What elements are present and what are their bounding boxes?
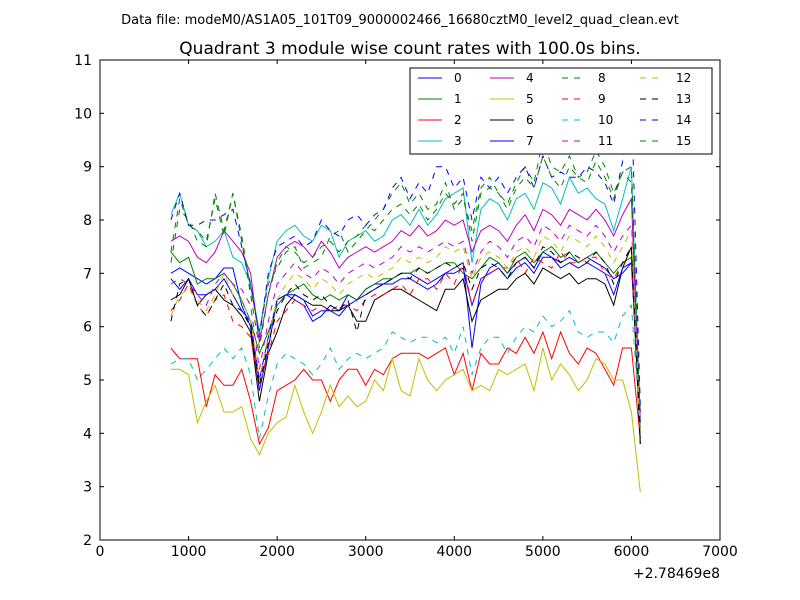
series-line-4 <box>170 196 641 429</box>
legend-label-7: 7 <box>526 134 534 148</box>
legend-label-4: 4 <box>526 71 534 85</box>
y-tick-label: 5 <box>83 373 92 389</box>
x-tick-label: 7000 <box>702 544 738 560</box>
x-offset-label: +2.78469e8 <box>633 566 720 582</box>
series-line-1 <box>170 246 641 439</box>
y-tick-label: 11 <box>74 53 92 69</box>
legend-label-11: 11 <box>598 134 613 148</box>
series-line-15 <box>170 154 641 418</box>
legend-label-14: 14 <box>676 113 691 127</box>
series-line-11 <box>170 223 641 423</box>
legend-label-6: 6 <box>526 113 534 127</box>
series-layer <box>170 97 641 493</box>
y-tick-label: 10 <box>74 106 92 122</box>
x-tick-label: 1000 <box>171 544 207 560</box>
series-line-0 <box>170 251 641 413</box>
legend-label-5: 5 <box>526 92 534 106</box>
series-line-7 <box>170 256 641 423</box>
legend-label-1: 1 <box>454 92 462 106</box>
legend-frame <box>409 67 713 155</box>
tick-layer: 0 1000 2000 3000 4000 5000 6000 700023456789101… <box>74 53 738 560</box>
suptitle: Data file: modeM0/AS1A05_101T09_90000024… <box>121 13 679 28</box>
legend-label-8: 8 <box>598 71 606 85</box>
series-line-2 <box>170 330 641 446</box>
series-line-8 <box>170 138 641 413</box>
series-line-9 <box>170 251 641 413</box>
plot-frame <box>99 59 721 541</box>
legend-label-12: 12 <box>676 71 691 85</box>
y-tick-label: 8 <box>83 213 92 229</box>
series-line-12 <box>170 228 641 434</box>
legend-label-9: 9 <box>598 92 606 106</box>
x-tick-label: 2000 <box>259 544 295 560</box>
series-line-6 <box>170 246 641 445</box>
series-line-13 <box>170 244 641 445</box>
x-tick-label: 3000 <box>348 544 384 560</box>
x-tick-label: 4000 <box>436 544 472 560</box>
y-tick-label: 3 <box>83 480 92 496</box>
x-tick-label: 6000 <box>614 544 650 560</box>
legend-label-13: 13 <box>676 92 691 106</box>
y-tick-label: 7 <box>83 266 92 282</box>
legend-label-3: 3 <box>454 134 462 148</box>
legend-label-2: 2 <box>454 113 462 127</box>
legend-label-0: 0 <box>454 71 462 85</box>
chart-title: Quadrant 3 module wise count rates with … <box>179 39 640 59</box>
y-tick-label: 4 <box>83 426 92 442</box>
x-tick-label: 0 <box>96 544 105 560</box>
x-tick-label: 5000 <box>525 544 561 560</box>
y-tick-label: 2 <box>83 533 92 549</box>
series-line-10 <box>170 304 641 439</box>
legend-label-10: 10 <box>598 113 613 127</box>
y-tick-label: 6 <box>83 320 92 336</box>
series-line-5 <box>170 347 641 493</box>
series-line-3 <box>170 166 641 429</box>
y-tick-label: 9 <box>83 160 92 176</box>
series-line-14 <box>170 97 641 407</box>
legend-label-15: 15 <box>676 134 691 148</box>
